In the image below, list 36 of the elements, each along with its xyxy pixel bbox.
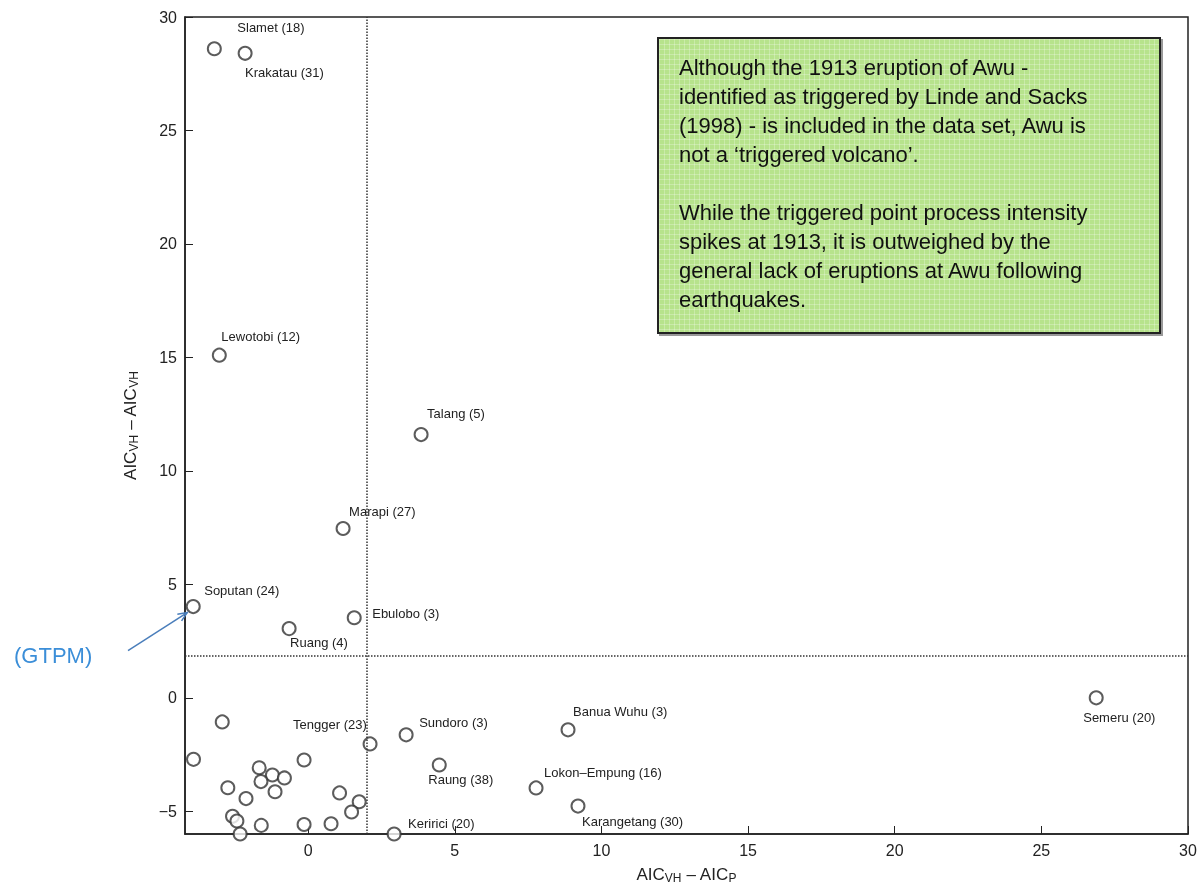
y-tick-label: −5 xyxy=(158,802,178,820)
annotation: Marapi (27) xyxy=(349,504,416,520)
y-tick-label: 20 xyxy=(159,235,178,253)
x-tick-label: 10 xyxy=(592,841,611,859)
annotation: Semeru (20) xyxy=(1083,710,1156,726)
annotation: Lokon–Empung (16) xyxy=(544,765,662,781)
x-tick-label: 20 xyxy=(885,841,904,859)
y-axis-title: AICVH – AICVH xyxy=(120,371,141,480)
callout-box: Although the 1913 eruption of Awu - identified as triggered by Linde and Sacks (1998) - is included in the data set, Awu is not a ‘triggered volcano’. While the triggered point process intensity spikes at 1913, it is outweighed by the general lack of eruptions at Awu following earthquakes. xyxy=(657,37,1161,334)
y-tick-label: 15 xyxy=(159,348,178,366)
y-tick-label: 25 xyxy=(159,121,178,139)
annotation: Karangetang (30) xyxy=(581,813,684,829)
y-tick-label: 10 xyxy=(159,462,178,480)
annotation: Ebulobo (3) xyxy=(372,606,440,622)
annotation: Keririci (20) xyxy=(408,815,475,831)
y-tick-label: 30 xyxy=(159,8,178,26)
text: (GTPM) xyxy=(14,642,93,669)
annotation: Krakatau (31) xyxy=(245,64,324,80)
y-tick-label: 5 xyxy=(168,575,178,593)
x-tick-label: 25 xyxy=(1032,841,1051,859)
annotation: Banua Wuhu (3) xyxy=(573,704,668,720)
x-tick-label: 30 xyxy=(1179,841,1197,859)
annotation: Soputan (24) xyxy=(204,583,280,599)
x-tick-label: 15 xyxy=(739,841,758,859)
annotation: While the triggered point process intensity spikes at 1913, it is outweighed by the general lack of eruptions at Awu following earthquakes. xyxy=(679,199,1089,314)
annotation: Slamet (18) xyxy=(237,20,305,36)
x-tick-label: 0 xyxy=(303,841,313,859)
annotation: Talang (5) xyxy=(427,406,485,422)
annotation: Lewotobi (12) xyxy=(221,328,301,344)
y-tick-label: 0 xyxy=(168,689,178,707)
annotation: Although the 1913 eruption of Awu - identified as triggered by Linde and Sacks (1998) - is included in the data set, Awu is not a ‘triggered volcano’. xyxy=(679,54,1089,169)
annotation: Ruang (4) xyxy=(290,635,348,651)
annotation: Raung (38) xyxy=(428,771,494,787)
annotation: Sundoro (3) xyxy=(419,715,488,731)
x-tick-label: 5 xyxy=(450,841,460,859)
annotation: Tengger (23) xyxy=(293,717,367,733)
